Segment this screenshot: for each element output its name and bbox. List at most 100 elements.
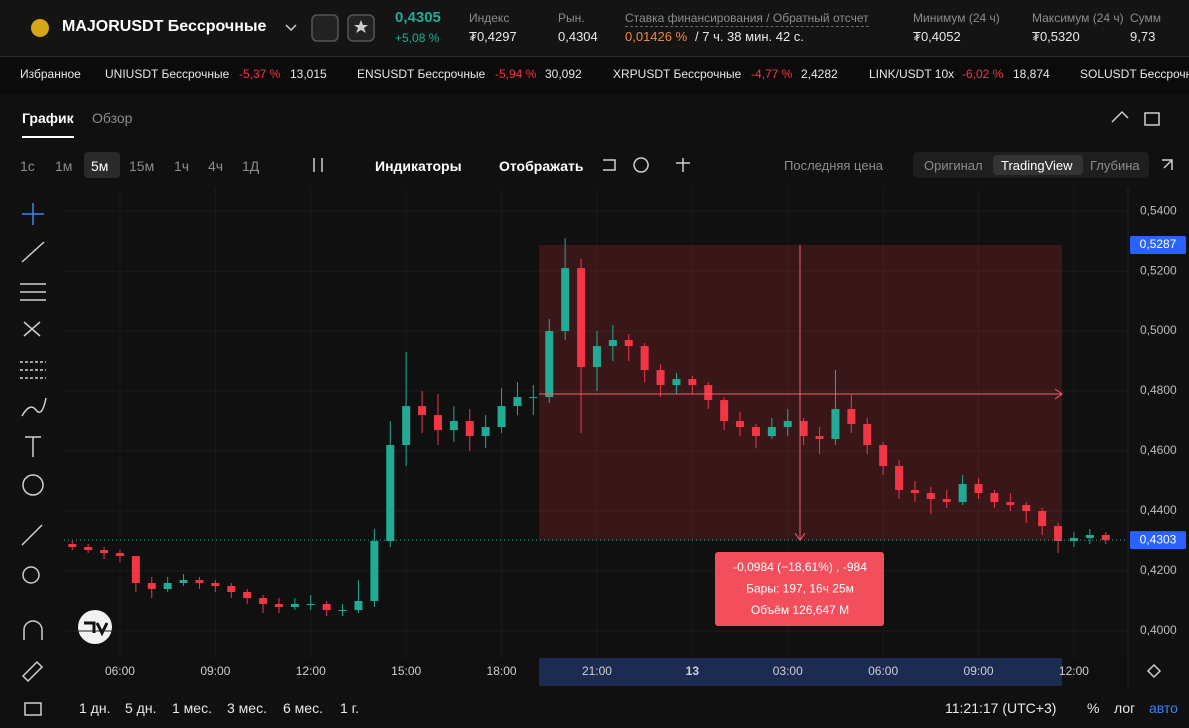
candle-body [736, 421, 745, 428]
range[interactable]: 6 мес. [283, 700, 323, 716]
ticker-price: 18,874 [1013, 67, 1050, 81]
candle-body [115, 553, 124, 557]
ticker-name[interactable]: LINK/USDT 10x [869, 67, 955, 81]
candle-body [720, 400, 729, 422]
measure-label: Объём 126,647 M [751, 603, 849, 617]
y-tick-label: 0,4400 [1140, 503, 1177, 517]
percent[interactable]: % [1087, 700, 1100, 716]
stat-label: Максимум (24 ч) [1032, 11, 1124, 25]
candle-body [243, 592, 252, 599]
candle-body [163, 583, 172, 590]
candle-body [990, 493, 999, 503]
candle-body [497, 406, 506, 428]
ticker-price: 13,015 [290, 67, 327, 81]
stat-value: 0,01426 % [625, 29, 688, 44]
candle-body [418, 406, 427, 416]
ticker-change: -4,77 % [751, 67, 793, 81]
candle-body [561, 268, 570, 332]
measure-range [539, 658, 1062, 686]
x-tick-label: 18:00 [487, 664, 517, 678]
x-tick-label: 06:00 [105, 664, 135, 678]
view[interactable]: TradingView [1001, 158, 1073, 173]
candle-body [306, 604, 315, 606]
tab[interactable]: График [22, 110, 74, 138]
log[interactable]: лог [1114, 700, 1136, 716]
x-tick-label: 12:00 [296, 664, 326, 678]
price-badge-label: 0,5287 [1140, 237, 1177, 251]
candle-body [322, 604, 331, 611]
ticker-name[interactable]: ENSUSDT Бессрочные [357, 67, 486, 81]
candle-body [1101, 535, 1110, 541]
tab[interactable]: Обзор [92, 110, 133, 126]
range[interactable]: 3 мес. [227, 700, 267, 716]
interval[interactable]: 1м [55, 158, 73, 174]
price-badge [1130, 235, 1186, 254]
x-tick-label: 06:00 [868, 664, 898, 678]
interval[interactable]: 4ч [208, 158, 224, 174]
view[interactable]: Оригинал [924, 158, 983, 173]
candle-body [179, 580, 188, 584]
candle-body [640, 346, 649, 371]
x-tick-label: 12:00 [1059, 664, 1089, 678]
range[interactable]: 1 мес. [172, 700, 212, 716]
candle-body [1069, 538, 1078, 542]
stat-value: 9,73 [1130, 29, 1156, 44]
candle-body [131, 556, 140, 584]
x-tick-label: 13 [686, 664, 700, 678]
candle-body [68, 544, 77, 548]
candle-body [481, 427, 490, 437]
candle-body [290, 604, 299, 608]
range[interactable]: 1 г. [340, 700, 359, 716]
candle-body [529, 397, 538, 399]
price-type[interactable]: Последняя цена [784, 158, 883, 173]
x-tick-label: 15:00 [391, 664, 421, 678]
favorites[interactable]: Избранное [20, 67, 81, 81]
ticker-name[interactable]: XRPUSDT Бессрочные [613, 67, 742, 81]
candle-body [831, 409, 840, 440]
ticker-change: -5,37 % [239, 67, 281, 81]
display[interactable]: Отображать [499, 158, 584, 174]
measure-label: -0,0984 (−18,61%) , -984 [733, 560, 867, 574]
candle-body [879, 445, 888, 467]
interval[interactable]: 5м [91, 158, 109, 174]
candle-body [608, 340, 617, 347]
symbol[interactable]: MAJORUSDT Бессрочные [62, 18, 267, 35]
countdown: / 7 ч. 38 мин. 42 с. [695, 29, 804, 44]
price-badge-label: 0,4303 [1140, 532, 1177, 546]
ticker-price: 30,092 [545, 67, 582, 81]
candle-body [1085, 535, 1094, 539]
ticker-change: -5,94 % [495, 67, 537, 81]
interval[interactable]: 1ч [174, 158, 190, 174]
x-tick-label: 09:00 [964, 664, 994, 678]
stat-value: ₮0,4052 [913, 29, 961, 44]
candle-body [386, 445, 395, 542]
view-active [993, 155, 1083, 175]
interval[interactable]: 1Д [242, 158, 260, 174]
change: +5,08 % [395, 31, 440, 45]
interval[interactable]: 15м [129, 158, 155, 174]
candle-body [942, 499, 951, 503]
x-tick-label: 03:00 [773, 664, 803, 678]
ticker-name[interactable]: UNIUSDT Бессрочные [105, 67, 230, 81]
candle-body [926, 493, 935, 500]
range[interactable]: 5 дн. [125, 700, 157, 716]
candle-body [465, 421, 474, 437]
indicators[interactable]: Индикаторы [375, 158, 462, 174]
view[interactable]: Глубина [1090, 158, 1140, 173]
candle-body [147, 583, 156, 590]
candle-body [799, 421, 808, 437]
auto[interactable]: авто [1149, 700, 1178, 716]
stat-label: Ставка финансирования / Обратный отсчет [625, 11, 869, 27]
candle-body [370, 541, 379, 602]
candle-body [1022, 505, 1031, 512]
candle-body [974, 484, 983, 494]
candle-body [783, 421, 792, 428]
candle-body [704, 385, 713, 401]
ticker-name[interactable]: SOLUSDT Бессрочные [1080, 67, 1189, 81]
range[interactable]: 1 дн. [79, 700, 111, 716]
candle-body [274, 604, 283, 608]
stat-label: Рын. [558, 11, 585, 25]
y-tick-label: 0,5400 [1140, 203, 1177, 217]
interval[interactable]: 1с [20, 158, 35, 174]
